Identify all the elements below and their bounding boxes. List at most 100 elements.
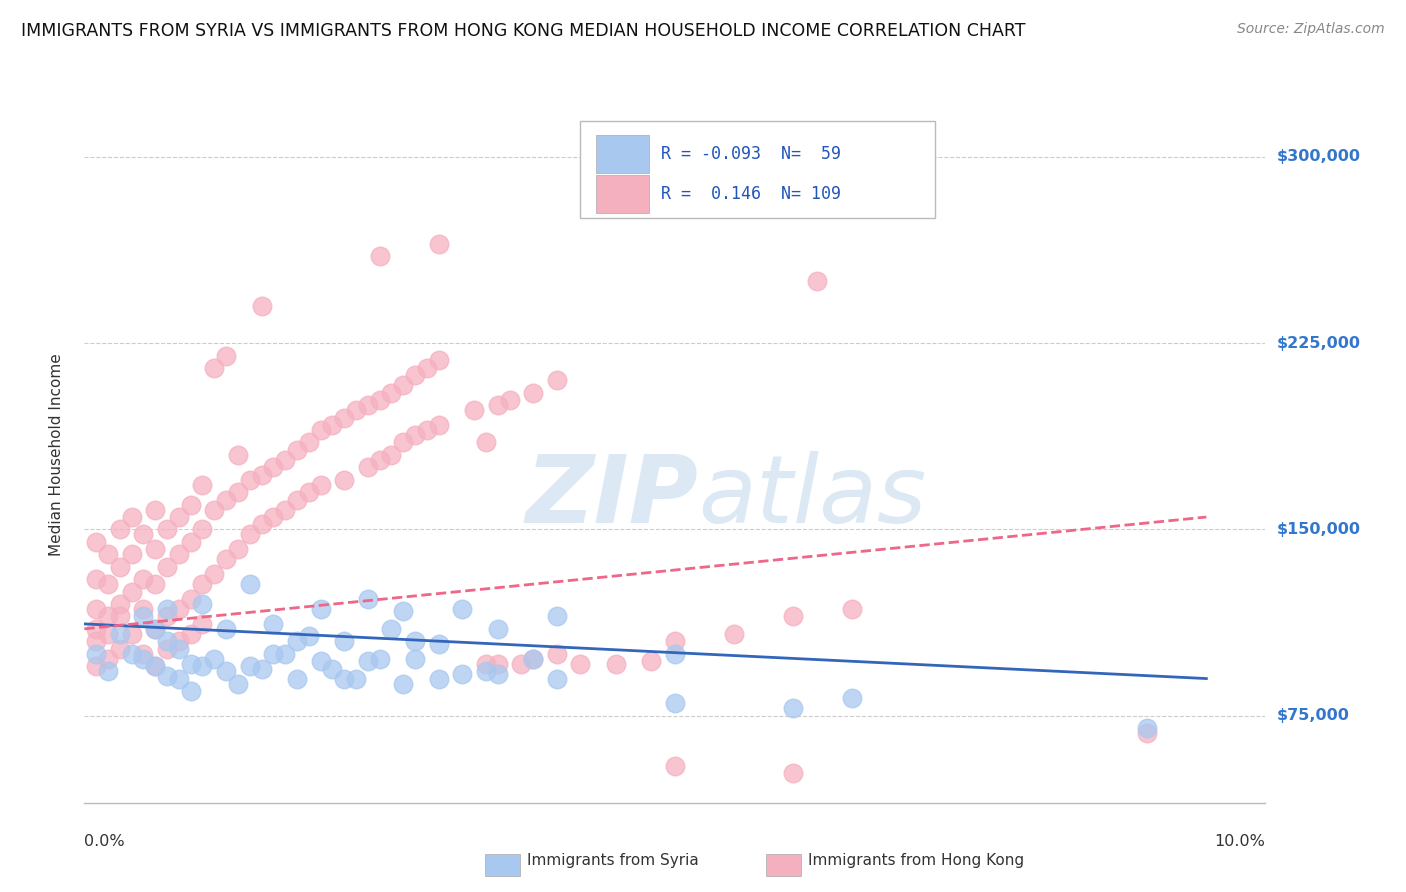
Point	[108, 627, 131, 641]
Point	[250, 467, 273, 482]
Point	[180, 684, 202, 698]
Point	[782, 609, 804, 624]
Point	[180, 657, 202, 671]
Point	[274, 647, 297, 661]
Point	[404, 368, 426, 383]
Point	[84, 647, 107, 661]
Point	[404, 634, 426, 648]
Point	[121, 627, 143, 641]
Point	[132, 651, 155, 665]
Point	[191, 477, 214, 491]
Point	[132, 527, 155, 541]
Point	[321, 662, 343, 676]
Point	[108, 597, 131, 611]
Point	[97, 547, 120, 561]
Point	[427, 353, 450, 368]
Point	[392, 676, 415, 690]
Point	[285, 634, 308, 648]
Point	[416, 423, 439, 437]
Point	[475, 435, 498, 450]
Point	[226, 485, 249, 500]
Point	[180, 498, 202, 512]
Point	[546, 647, 568, 661]
Point	[486, 666, 509, 681]
Y-axis label: Median Household Income: Median Household Income	[49, 353, 63, 557]
Point	[97, 651, 120, 665]
Text: IMMIGRANTS FROM SYRIA VS IMMIGRANTS FROM HONG KONG MEDIAN HOUSEHOLD INCOME CORRE: IMMIGRANTS FROM SYRIA VS IMMIGRANTS FROM…	[21, 22, 1025, 40]
Point	[782, 701, 804, 715]
Point	[262, 460, 284, 475]
Point	[202, 567, 225, 582]
Point	[309, 423, 332, 437]
Point	[298, 485, 321, 500]
Point	[262, 616, 284, 631]
FancyBboxPatch shape	[581, 121, 935, 219]
Point	[285, 442, 308, 457]
Point	[108, 609, 131, 624]
Point	[333, 672, 356, 686]
Point	[121, 584, 143, 599]
Point	[215, 349, 238, 363]
Point	[84, 634, 107, 648]
Point	[522, 651, 544, 665]
Point	[368, 651, 391, 665]
Point	[463, 403, 485, 417]
Point	[167, 510, 190, 524]
Point	[121, 510, 143, 524]
Point	[309, 654, 332, 668]
Point	[143, 502, 166, 516]
Point	[215, 552, 238, 566]
Point	[191, 577, 214, 591]
Text: ZIP: ZIP	[526, 450, 699, 542]
Point	[498, 393, 520, 408]
Point	[143, 622, 166, 636]
Point	[97, 577, 120, 591]
Point	[309, 602, 332, 616]
Point	[132, 572, 155, 586]
Point	[202, 502, 225, 516]
Point	[344, 403, 367, 417]
Point	[121, 547, 143, 561]
Point	[143, 577, 166, 591]
Text: $75,000: $75,000	[1277, 708, 1350, 723]
Point	[167, 672, 190, 686]
Point	[215, 664, 238, 678]
Point	[250, 299, 273, 313]
Point	[121, 647, 143, 661]
Point	[368, 249, 391, 263]
Point	[167, 602, 190, 616]
FancyBboxPatch shape	[596, 175, 650, 213]
Point	[191, 523, 214, 537]
Point	[664, 758, 686, 772]
Point	[226, 448, 249, 462]
Point	[97, 609, 120, 624]
Point	[239, 527, 262, 541]
Point	[156, 669, 179, 683]
Point	[416, 360, 439, 375]
Point	[664, 647, 686, 661]
Point	[84, 622, 107, 636]
Point	[262, 647, 284, 661]
Point	[180, 592, 202, 607]
Point	[298, 629, 321, 643]
Point	[191, 659, 214, 673]
Point	[392, 378, 415, 392]
Point	[427, 672, 450, 686]
Point	[368, 453, 391, 467]
Point	[156, 523, 179, 537]
Point	[392, 435, 415, 450]
Point	[202, 651, 225, 665]
Point	[357, 460, 380, 475]
Point	[451, 666, 474, 681]
Point	[309, 477, 332, 491]
Point	[239, 473, 262, 487]
Point	[380, 448, 402, 462]
Point	[191, 597, 214, 611]
Point	[167, 547, 190, 561]
Point	[380, 385, 402, 400]
Point	[226, 542, 249, 557]
Point	[1136, 726, 1159, 740]
Point	[782, 766, 804, 780]
Point	[546, 609, 568, 624]
Point	[108, 523, 131, 537]
